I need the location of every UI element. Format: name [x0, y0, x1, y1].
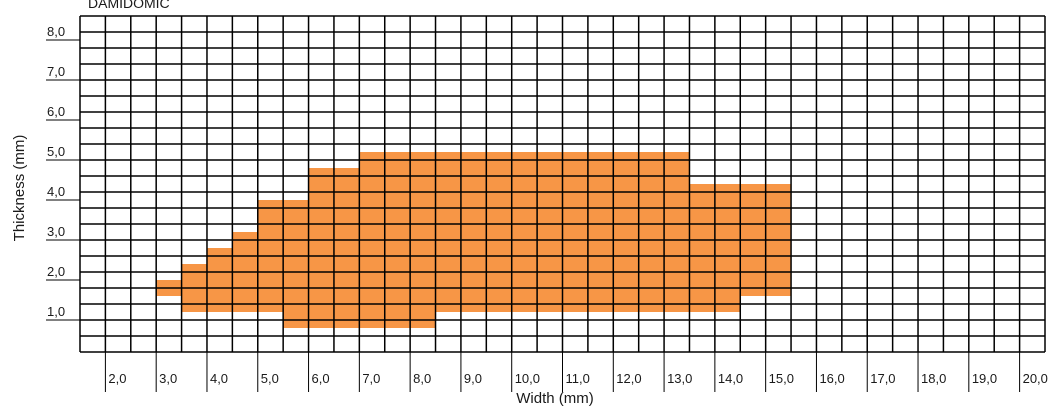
- x-tick-label: 10,0: [515, 371, 540, 386]
- y-tick-label: 4,0: [47, 184, 65, 199]
- x-tick-label: 4,0: [210, 371, 228, 386]
- y-tick-label: 5,0: [47, 144, 65, 159]
- x-tick-label: 6,0: [312, 371, 330, 386]
- x-tick-label: 5,0: [261, 371, 279, 386]
- y-tick-labels: 1,0 2,0 3,0 4,0 5,0 6,0 7,0 8,0: [46, 24, 80, 321]
- grid-lines: [79, 15, 1046, 353]
- x-tick-label: 7,0: [362, 371, 380, 386]
- y-tick-label: 2,0: [47, 264, 65, 279]
- x-tick-label: 8,0: [413, 371, 431, 386]
- y-tick-label: 3,0: [47, 224, 65, 239]
- x-tick-label: 15,0: [769, 371, 794, 386]
- x-axis-title: Width (mm): [516, 390, 594, 407]
- x-tick-label: 17,0: [870, 371, 895, 386]
- x-tick-label: 13,0: [667, 371, 692, 386]
- x-tick-labels: 2,0 3,0 4,0 5,0 6,0 7,0 8,0 9,0 10,0 11,0 12,0 13,0…: [104, 352, 1048, 392]
- x-tick-label: 18,0: [921, 371, 946, 386]
- y-tick-label: 1,0: [47, 304, 65, 319]
- x-tick-label: 3,0: [159, 371, 177, 386]
- x-tick-label: 20,0: [1023, 371, 1048, 386]
- x-tick-label: 11,0: [566, 371, 590, 386]
- y-tick-label: 6,0: [47, 104, 65, 119]
- x-tick-label: 12,0: [616, 371, 641, 386]
- x-tick-label: 2,0: [108, 371, 126, 386]
- y-tick-label: 7,0: [47, 64, 65, 79]
- y-tick-label: 8,0: [47, 24, 65, 39]
- x-tick-label: 19,0: [972, 371, 997, 386]
- x-tick-label: 14,0: [718, 371, 743, 386]
- x-tick-label: 9,0: [464, 371, 482, 386]
- x-tick-label: 16,0: [819, 371, 844, 386]
- brand-label: DAMIDOMIC: [88, 0, 170, 11]
- y-axis-title: Thickness (mm): [11, 135, 28, 242]
